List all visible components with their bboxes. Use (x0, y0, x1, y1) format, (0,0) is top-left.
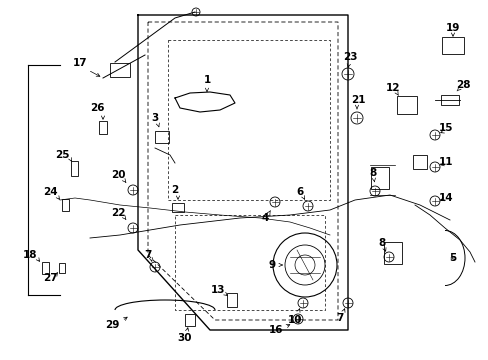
Bar (59, 263, 65, 273)
Text: 13: 13 (210, 285, 225, 295)
Text: 7: 7 (144, 250, 151, 260)
Text: 21: 21 (350, 95, 365, 105)
Bar (41, 262, 48, 274)
Text: 23: 23 (342, 52, 357, 62)
Bar (383, 242, 401, 264)
Bar (184, 314, 195, 326)
Text: 24: 24 (42, 187, 57, 197)
Text: 26: 26 (90, 103, 104, 113)
Text: 20: 20 (110, 170, 125, 180)
Text: 18: 18 (23, 250, 37, 260)
Bar (441, 36, 463, 54)
Bar (70, 161, 77, 175)
Text: 27: 27 (42, 273, 57, 283)
Text: 11: 11 (438, 157, 452, 167)
Bar (226, 293, 237, 307)
Text: 1: 1 (203, 75, 210, 85)
Bar (396, 96, 416, 114)
Text: 3: 3 (151, 113, 158, 123)
Text: 6: 6 (296, 187, 303, 197)
Text: 30: 30 (177, 333, 192, 343)
Bar (370, 167, 388, 189)
Text: 22: 22 (110, 208, 125, 218)
Text: 5: 5 (448, 253, 456, 263)
Text: 15: 15 (438, 123, 452, 133)
Text: 25: 25 (55, 150, 69, 160)
Bar (412, 155, 426, 169)
Bar (172, 202, 183, 211)
Text: 14: 14 (437, 193, 452, 203)
Text: 10: 10 (287, 315, 302, 325)
Text: 19: 19 (445, 23, 459, 33)
Text: 2: 2 (171, 185, 178, 195)
Text: 17: 17 (73, 58, 87, 68)
Bar (155, 131, 169, 143)
Text: 8: 8 (368, 168, 376, 178)
Text: 7: 7 (336, 313, 343, 323)
Text: 9: 9 (268, 260, 275, 270)
Bar (110, 63, 130, 77)
Text: 8: 8 (378, 238, 385, 248)
Text: 28: 28 (455, 80, 469, 90)
Bar (440, 95, 458, 105)
Text: 4: 4 (261, 213, 268, 223)
Bar (61, 199, 68, 211)
Text: 16: 16 (268, 325, 283, 335)
Text: 12: 12 (385, 83, 400, 93)
Bar (99, 121, 107, 134)
Text: 29: 29 (104, 320, 119, 330)
